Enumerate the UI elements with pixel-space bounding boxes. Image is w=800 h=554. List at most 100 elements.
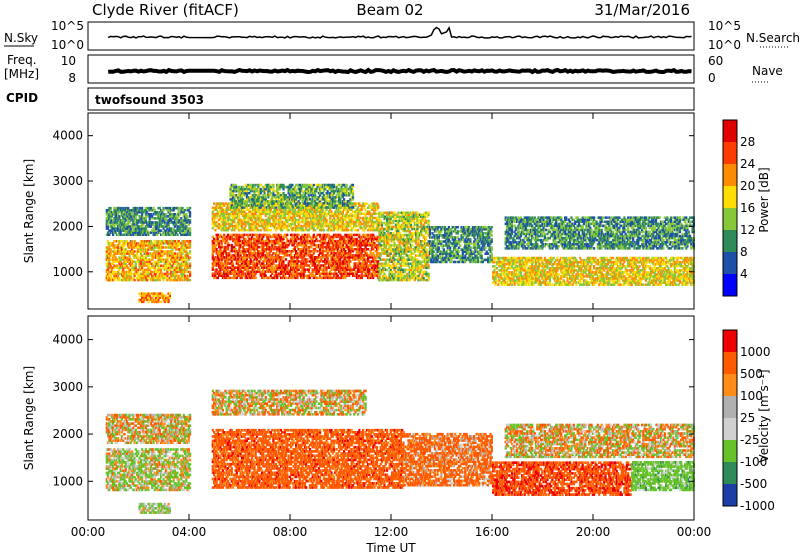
heatmap-cell <box>367 248 369 251</box>
heatmap-cell <box>228 244 230 247</box>
heatmap-cell <box>187 215 189 218</box>
heatmap-cell <box>272 184 274 187</box>
freq-trace <box>108 70 691 72</box>
heatmap-cell <box>187 252 189 255</box>
heatmap-cell <box>110 207 112 210</box>
heatmap-cell <box>286 250 288 253</box>
heatmap-cell <box>291 184 293 187</box>
heatmap-cell <box>299 221 301 224</box>
nsky-tick-bottom: 10^0 <box>51 38 84 52</box>
heatmap-cell <box>246 254 248 257</box>
heatmap-cell <box>295 188 297 191</box>
heatmap-cell <box>356 234 358 237</box>
heatmap-cell <box>270 229 272 232</box>
heatmap-cell <box>367 234 369 237</box>
heatmap-cell <box>300 209 302 212</box>
heatmap-cell <box>309 266 311 269</box>
heatmap-cell <box>319 234 321 237</box>
heatmap-cell <box>366 202 368 205</box>
heatmap-cell <box>325 219 327 222</box>
heatmap-cell <box>377 260 379 263</box>
heatmap-cell <box>347 229 349 232</box>
heatmap-cell <box>147 252 149 255</box>
heatmap-cell <box>260 184 262 187</box>
heatmap-cell <box>368 268 370 271</box>
heatmap-cell <box>189 279 191 282</box>
station-title: Clyde River (fitACF) <box>92 1 239 19</box>
heatmap-cell <box>189 219 191 222</box>
heatmap-cell <box>317 277 319 280</box>
heatmap-cell <box>317 250 319 253</box>
heatmap-cell <box>213 202 215 205</box>
heatmap-cell <box>294 246 296 249</box>
heatmap-cell <box>357 229 359 232</box>
heatmap-cell <box>280 234 282 237</box>
nsky-trace <box>108 28 691 39</box>
heatmap-cell <box>229 277 231 280</box>
heatmap-cell <box>266 252 268 255</box>
heatmap-cell <box>256 234 258 237</box>
heatmap-cell <box>187 275 189 278</box>
heatmap-cell <box>260 229 262 232</box>
heatmap-cell <box>330 273 332 276</box>
heatmap-cell <box>223 234 225 237</box>
heatmap-cell <box>174 252 176 255</box>
heatmap-cell <box>189 250 191 253</box>
heatmap-cell <box>255 277 257 280</box>
heatmap-cell <box>123 271 125 274</box>
heatmap-cell <box>258 268 260 271</box>
heatmap-cell <box>304 268 306 271</box>
heatmap-cell <box>189 207 191 210</box>
heatmap-cell <box>272 206 274 209</box>
heatmap-cell <box>170 227 172 230</box>
heatmap-cell <box>255 184 257 187</box>
heatmap-cell <box>323 229 325 232</box>
heatmap-cell <box>314 229 316 232</box>
heatmap-cell <box>214 229 216 232</box>
heatmap-cell <box>349 260 351 263</box>
heatmap-cell <box>160 229 162 232</box>
heatmap-cell <box>189 256 191 259</box>
heatmap-cell <box>151 271 153 274</box>
heatmap-cell <box>189 271 191 274</box>
heatmap-cell <box>163 207 165 210</box>
heatmap-cell <box>298 260 300 263</box>
heatmap-cell <box>243 234 245 237</box>
heatmap-cell <box>286 234 288 237</box>
heatmap-cell <box>184 209 186 212</box>
heatmap-cell <box>216 268 218 271</box>
heatmap-cell <box>160 265 162 268</box>
freq-tick-top: 10 <box>61 54 76 68</box>
heatmap-cell <box>358 234 360 237</box>
heatmap-cell <box>362 217 364 220</box>
heatmap-cell <box>296 252 298 255</box>
heatmap-cell <box>359 217 361 220</box>
heatmap-cell <box>346 234 348 237</box>
heatmap-cell <box>257 229 259 232</box>
heatmap-cell <box>315 244 317 247</box>
cpid-label: CPID <box>6 91 38 105</box>
heatmap-cell <box>223 256 225 259</box>
nsearch-tick-top: 10^5 <box>708 19 741 33</box>
heatmap-cell <box>116 265 118 268</box>
heatmap-cell <box>232 262 234 265</box>
heatmap-cell <box>282 260 284 263</box>
freq-label: Freq. <box>7 53 37 67</box>
nave-label: Nave <box>752 64 783 78</box>
heatmap-cell <box>176 252 178 255</box>
heatmap-cell <box>156 221 158 224</box>
heatmap-cell <box>163 258 165 261</box>
heatmap-cell <box>285 277 287 280</box>
heatmap-cell <box>216 248 218 251</box>
heatmap-cell <box>149 267 151 270</box>
nsky-tick-top: 10^5 <box>51 19 84 33</box>
heatmap-cell <box>189 240 191 243</box>
heatmap-cell <box>288 229 290 232</box>
nsearch-label: N.Search <box>746 31 800 45</box>
heatmap-cell <box>317 240 319 243</box>
heatmap-cell <box>141 207 143 210</box>
cpid-value: twofsound 3503 <box>95 93 204 107</box>
heatmap-cell <box>176 234 178 237</box>
freq-unit: [MHz] <box>4 67 39 81</box>
